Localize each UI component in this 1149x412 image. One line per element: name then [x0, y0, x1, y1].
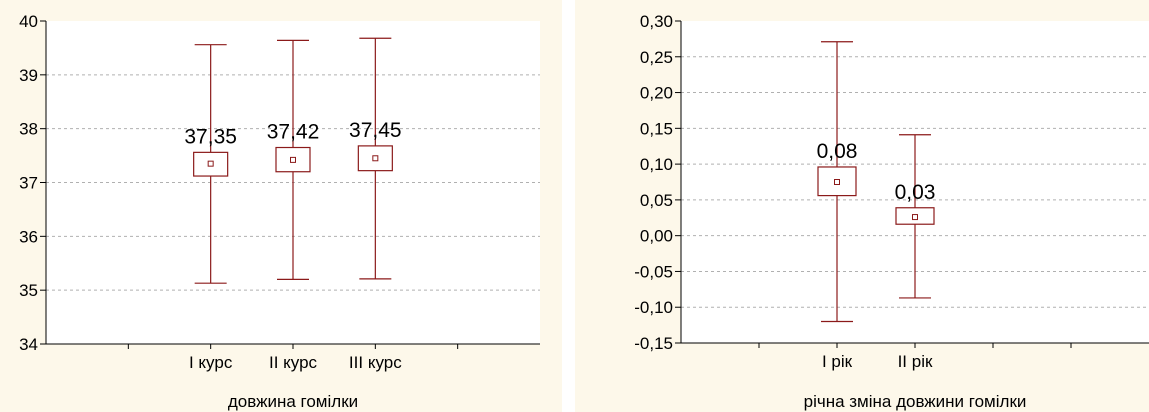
- y-tick-label: 40: [19, 12, 38, 31]
- y-tick-label: -0,15: [634, 334, 673, 353]
- box: [357, 145, 393, 172]
- x-tick-label: II рік: [898, 352, 933, 371]
- mean-marker: [372, 155, 379, 162]
- y-tick-label: -0,05: [634, 262, 673, 281]
- y-tick-label: 39: [19, 66, 38, 85]
- y-tick-label: 0,10: [640, 155, 673, 174]
- chart-panel-1: 34 35 36 37 38 39 40 37,35 I курс 37,42 II курс 37,…: [0, 0, 562, 412]
- box: [895, 207, 935, 225]
- value-label: 0,08: [817, 140, 858, 163]
- x-axis-title: довжина гомілки: [228, 392, 358, 411]
- y-tick-label: 34: [19, 335, 38, 354]
- y-tick-label: 37: [19, 174, 38, 193]
- x-tick-label: II курс: [269, 353, 318, 372]
- y-tick-label: 0,05: [640, 191, 673, 210]
- mean-marker: [834, 179, 840, 185]
- chart-panel-2: -0,15 -0,10 -0,05 0,00 0,05 0,10 0,15 0,20 0,25 0…: [575, 0, 1149, 412]
- y-tick-label: 38: [19, 120, 38, 139]
- box: [817, 166, 857, 197]
- mean-marker: [912, 214, 918, 221]
- y-tick-label: 0,30: [640, 12, 673, 31]
- y-tick-label: 36: [19, 227, 38, 246]
- value-label: 37,42: [267, 121, 320, 144]
- value-label: 37,45: [349, 119, 402, 142]
- box: [275, 146, 311, 173]
- y-tick-label: -0,10: [634, 298, 673, 317]
- x-axis-title: річна зміна довжини гомілки: [804, 392, 1027, 411]
- box: [193, 151, 229, 177]
- mean-marker: [290, 156, 296, 163]
- value-label: 0,03: [895, 181, 936, 204]
- x-tick-label: III курс: [349, 353, 402, 372]
- x-tick-label: I курс: [189, 353, 233, 372]
- y-tick-label: 0,15: [640, 119, 673, 138]
- y-tick-label: 35: [19, 281, 38, 300]
- value-label: 37,35: [184, 125, 237, 148]
- x-tick-label: I рік: [822, 352, 853, 371]
- y-tick-label: 0,00: [640, 227, 673, 246]
- y-tick-label: 0,20: [640, 84, 673, 103]
- y-tick-label: 0,25: [640, 48, 673, 67]
- mean-marker: [207, 160, 214, 167]
